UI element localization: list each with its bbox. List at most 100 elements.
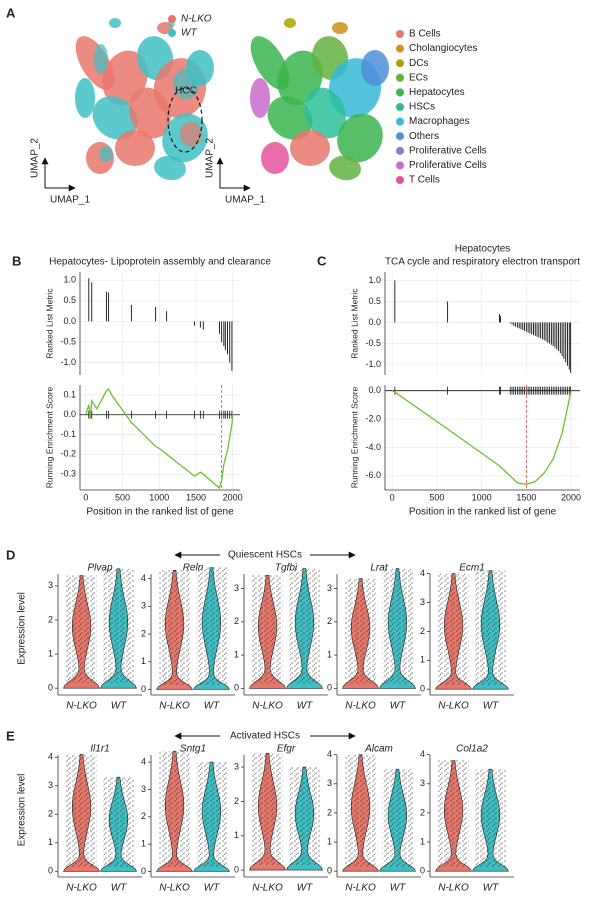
y-tick-label: 3	[420, 778, 425, 788]
x-tick-label: N-LKO	[252, 883, 283, 894]
y-tick-label: 4	[141, 573, 146, 583]
legend-label: HSCs	[409, 102, 435, 113]
y-tick-label: 3	[48, 580, 53, 590]
cell-cluster	[115, 130, 155, 166]
y-tick-label: 3	[48, 780, 53, 790]
plot-background	[80, 385, 240, 490]
x-axis-label: Position in the ranked list of gene	[86, 507, 234, 518]
jitter-points	[382, 769, 413, 867]
y-axis-label: Expression level	[17, 592, 28, 665]
x-tick-label: 2000	[223, 492, 243, 502]
chart-title: TCA cycle and respiratory electron trans…	[385, 257, 580, 268]
y-tick-label: 3	[141, 784, 146, 794]
x-tick-label: WT	[111, 883, 127, 894]
y-axis-label: UMAP_2	[30, 138, 41, 178]
x-tick-label: 0	[390, 492, 395, 502]
y-tick-label: 1	[234, 649, 239, 659]
jitter-points	[438, 573, 469, 685]
y-tick-label: 2	[48, 809, 53, 819]
jitter-points	[345, 578, 376, 684]
gene-name: Efgr	[277, 744, 296, 755]
x-tick-label: 500	[115, 492, 130, 502]
legend-label: Proliferative Cells	[409, 145, 487, 156]
y-tick-label: 1	[420, 836, 425, 846]
annotation: HCC	[175, 86, 197, 97]
x-tick-label: N-LKO	[66, 701, 97, 712]
cell-cluster	[261, 142, 289, 174]
cell-cluster	[75, 78, 95, 118]
legend-swatch	[396, 176, 404, 184]
x-tick-label: N-LKO	[159, 883, 190, 894]
y-tick-label: 0.5	[63, 295, 76, 305]
y-axis-label: Ranked List Metric	[349, 288, 359, 359]
y-tick-label: 1	[234, 830, 239, 840]
jitter-points	[382, 568, 413, 684]
y-axis-label: Expression level	[17, 774, 28, 847]
cell-cluster	[284, 18, 296, 28]
x-tick-label: WT	[204, 701, 220, 712]
y-axis-label: Ranked List Metric	[44, 288, 54, 359]
y-tick-label: 4	[420, 749, 425, 759]
x-tick-label: WT	[297, 883, 313, 894]
jitter-points	[438, 760, 469, 867]
y-tick-label: 0.5	[368, 296, 381, 306]
gene-name: Lrat	[370, 563, 388, 574]
legend-swatch	[396, 132, 404, 141]
x-tick-label: 500	[429, 492, 444, 502]
panel-label: E	[6, 728, 15, 743]
y-tick-label: -2.0	[365, 413, 381, 423]
jitter-points	[66, 754, 97, 868]
plot-background	[385, 272, 580, 375]
y-tick-label: 0.0	[63, 409, 76, 419]
x-tick-label: 1000	[149, 492, 169, 502]
x-tick-label: 1000	[472, 492, 492, 502]
legend-swatch	[396, 161, 404, 170]
y-tick-label: 0	[327, 683, 332, 693]
x-tick-label: N-LKO	[159, 701, 190, 712]
jitter-points	[103, 777, 134, 868]
y-tick-label: 1	[141, 839, 146, 849]
legend-swatch	[168, 15, 176, 23]
x-tick-label: WT	[204, 883, 220, 894]
y-tick-label: 0	[141, 866, 146, 876]
cell-cluster	[304, 87, 346, 139]
plot-background	[385, 385, 580, 490]
y-tick-label: 1	[141, 656, 146, 666]
y-tick-label: 3	[234, 583, 239, 593]
y-tick-label: 2	[420, 626, 425, 636]
enrichment-line	[85, 387, 234, 490]
y-tick-label: 2	[48, 614, 53, 624]
x-tick-label: 2000	[561, 492, 581, 502]
panel-label: B	[12, 253, 21, 268]
y-tick-label: -0.5	[60, 336, 76, 346]
y-tick-label: 4	[141, 757, 146, 767]
y-tick-label: 3	[420, 597, 425, 607]
jitter-points	[252, 753, 283, 865]
legend-label: Proliferative Cells	[409, 160, 487, 171]
y-tick-label: 0	[234, 865, 239, 875]
legend-label: Others	[409, 131, 439, 142]
y-tick-label: -1.0	[365, 359, 381, 369]
y-tick-label: 3	[141, 601, 146, 611]
y-tick-label: 0.0	[368, 385, 381, 395]
legend-swatch	[396, 30, 404, 38]
legend-swatch	[168, 29, 176, 37]
y-tick-label: -1.0	[60, 357, 76, 367]
legend-swatch	[396, 88, 404, 97]
y-tick-label: 1	[327, 649, 332, 659]
jitter-points	[196, 567, 227, 686]
jitter-points	[475, 769, 506, 867]
x-tick-label: N-LKO	[438, 883, 469, 894]
region-outline	[167, 87, 203, 153]
y-tick-label: 2	[141, 628, 146, 638]
legend-label: DCs	[409, 58, 428, 69]
cell-cluster	[92, 96, 138, 140]
legend-swatch	[396, 117, 404, 126]
x-tick-label: N-LKO	[66, 883, 97, 894]
row-title: Quiescent HSCs	[228, 550, 302, 561]
gene-name: Il1r1	[90, 744, 109, 755]
plot-background	[80, 272, 240, 375]
header-bg	[220, 549, 310, 561]
y-axis-label: UMAP_2	[205, 138, 216, 178]
y-tick-label: 1	[327, 836, 332, 846]
